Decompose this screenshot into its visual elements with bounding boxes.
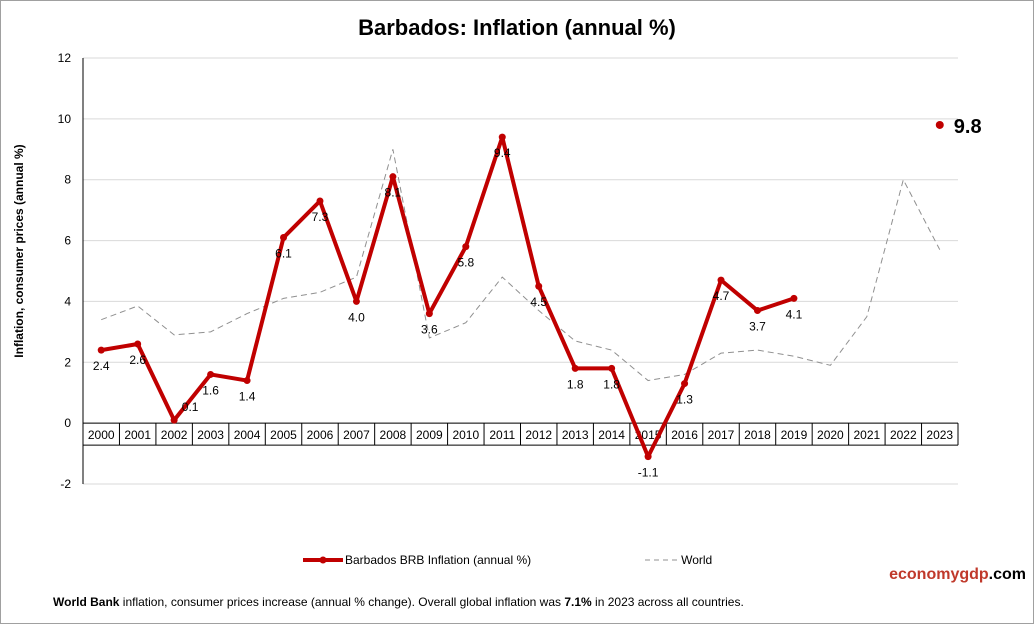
data-label: 6.1 <box>275 247 292 261</box>
x-tick-label: 2001 <box>124 428 151 442</box>
x-tick-label: 2006 <box>307 428 334 442</box>
x-tick-label: 2005 <box>270 428 297 442</box>
data-point-barbados <box>170 416 178 424</box>
data-point-barbados <box>243 377 251 385</box>
x-tick-label: 2019 <box>781 428 808 442</box>
data-label: 9.4 <box>494 146 511 160</box>
x-tick-label: 2021 <box>854 428 881 442</box>
data-label: 2.4 <box>93 359 110 373</box>
x-tick-label: 2011 <box>489 428 515 442</box>
y-tick-label: 0 <box>64 416 71 430</box>
data-point-barbados <box>753 307 761 315</box>
data-label: 4.5 <box>530 295 547 309</box>
x-tick-label: 2018 <box>744 428 771 442</box>
data-point-barbados <box>462 243 470 251</box>
y-axis-title: Inflation, consumer prices (annual %) <box>12 144 26 357</box>
y-tick-label: 6 <box>64 234 71 248</box>
data-label: 1.8 <box>567 377 584 391</box>
data-point-barbados <box>134 340 142 348</box>
data-label: 1.3 <box>676 393 693 407</box>
x-tick-label: 2012 <box>525 428 552 442</box>
y-tick-label: 4 <box>64 294 71 308</box>
data-point-barbados <box>644 453 652 461</box>
data-point-barbados <box>425 310 433 318</box>
data-label: 1.8 <box>603 377 620 391</box>
footer-note: World Bank inflation, consumer prices in… <box>53 595 744 609</box>
x-tick-label: 2002 <box>161 428 188 442</box>
data-point-barbados <box>608 364 616 372</box>
y-tick-label: 10 <box>58 112 72 126</box>
data-label: -1.1 <box>638 466 659 480</box>
data-point-barbados <box>316 197 324 205</box>
data-point-barbados <box>389 173 397 181</box>
y-tick-label: 12 <box>58 51 72 65</box>
x-tick-label: 2003 <box>197 428 224 442</box>
legend-swatch-world <box>645 559 678 561</box>
x-tick-label: 2022 <box>890 428 917 442</box>
series-line-world <box>101 149 941 382</box>
legend-swatch-barbados <box>303 556 343 564</box>
data-label: 4.1 <box>786 307 803 321</box>
data-point-barbados <box>97 346 105 354</box>
data-label: 1.4 <box>239 390 256 404</box>
highlight-label: 9.8 <box>954 116 982 138</box>
legend: Barbados BRB Inflation (annual %) World <box>301 553 712 567</box>
series-line-barbados <box>100 135 795 459</box>
y-tick-label: 2 <box>64 355 71 369</box>
x-tick-label: 2016 <box>671 428 698 442</box>
highlight-point <box>935 120 944 129</box>
x-tick-label: 2004 <box>234 428 261 442</box>
legend-label-world: World <box>681 553 713 567</box>
x-tick-label: 2020 <box>817 428 844 442</box>
data-point-barbados <box>535 282 543 290</box>
data-point-barbados <box>681 380 689 388</box>
data-label: 1.6 <box>202 383 219 397</box>
legend-label-barbados: Barbados BRB Inflation (annual %) <box>345 553 532 567</box>
x-tick-label: 2013 <box>562 428 589 442</box>
data-point-barbados <box>717 276 725 284</box>
data-point-barbados <box>280 234 288 242</box>
x-tick-label: 2007 <box>343 428 370 442</box>
x-tick-label: 2010 <box>452 428 479 442</box>
data-label: 4.0 <box>348 310 365 324</box>
data-label: 4.7 <box>713 289 730 303</box>
x-tick-label: 2008 <box>380 428 407 442</box>
x-tick-label: 2014 <box>598 428 625 442</box>
data-label: 2.6 <box>129 353 146 367</box>
data-point-barbados <box>352 297 360 305</box>
y-tick-label: 8 <box>64 173 71 187</box>
x-tick-label: 2023 <box>926 428 953 442</box>
data-label: 3.7 <box>749 320 766 334</box>
chart-title: Barbados: Inflation (annual %) <box>358 15 676 40</box>
x-tick-label: 2000 <box>88 428 115 442</box>
data-point-barbados <box>207 370 215 378</box>
data-point-barbados <box>498 133 506 141</box>
data-label: 5.8 <box>457 256 474 270</box>
data-label: 0.1 <box>182 400 199 414</box>
y-tick-label: -2 <box>60 477 71 491</box>
data-point-barbados <box>790 294 798 302</box>
data-point-barbados <box>571 364 579 372</box>
brand-logo: economygdp.com <box>889 566 1026 583</box>
x-tick-label: 2009 <box>416 428 443 442</box>
x-tick-label: 2017 <box>708 428 735 442</box>
data-label: 7.3 <box>312 210 329 224</box>
data-label: 8.1 <box>385 186 402 200</box>
data-label: 3.6 <box>421 323 438 337</box>
